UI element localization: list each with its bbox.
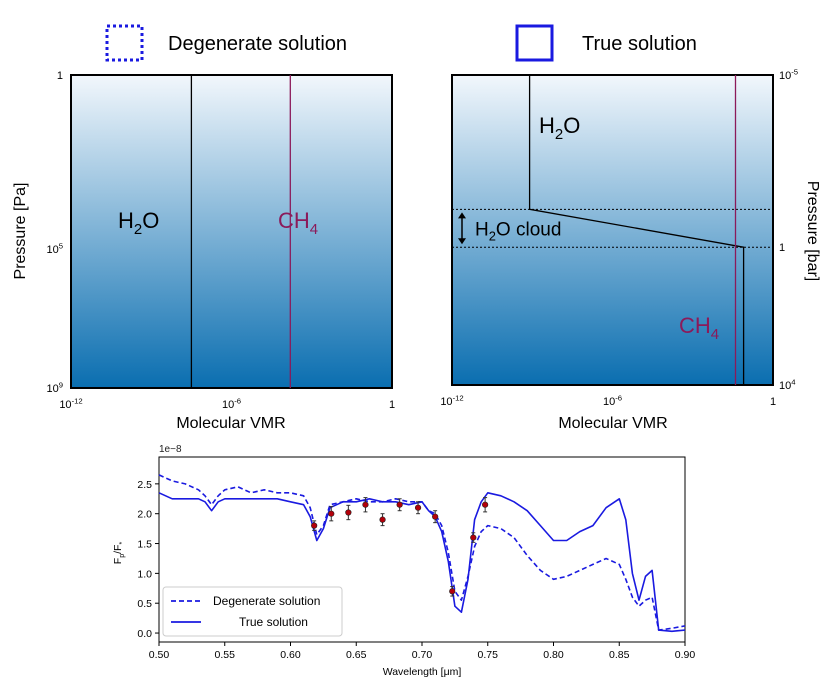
spectrum-y-tick-label: 2.0 bbox=[137, 509, 152, 521]
observation-point bbox=[449, 588, 456, 595]
true-legend-label: True solution bbox=[582, 33, 697, 55]
observation-point bbox=[396, 501, 403, 508]
observation-point bbox=[414, 504, 422, 511]
observation-point bbox=[379, 516, 386, 523]
spectrum-legend: Degenerate solution True solution bbox=[162, 586, 343, 637]
degenerate-legend-label: Degenerate solution bbox=[168, 33, 347, 55]
spectrum-x-axis-label: Wavelength [μm] bbox=[383, 666, 462, 678]
panelR-y-tick-label: 104 bbox=[779, 378, 796, 392]
cloud-arrow-down-head bbox=[458, 238, 466, 245]
legend-true-label: True solution bbox=[239, 615, 308, 629]
legend-degenerate-label: Degenerate solution bbox=[213, 594, 320, 608]
left-x-axis-label: Molecular VMR bbox=[176, 415, 285, 432]
spectrum-y-tick-label: 0.5 bbox=[137, 598, 152, 610]
spectrum-legend-box bbox=[162, 586, 343, 637]
spectrum-y-tick-label: 1.0 bbox=[137, 568, 152, 580]
observation-point bbox=[311, 522, 318, 529]
panelR-x-tick-label: 10-6 bbox=[603, 394, 622, 408]
left-y-axis-label: Pressure [Pa] bbox=[12, 183, 29, 280]
spectrum-x-tick-label: 0.85 bbox=[609, 649, 630, 661]
panelL-x-tick-label: 10-12 bbox=[59, 397, 82, 411]
spectrum-x-tick-label: 0.70 bbox=[412, 649, 433, 661]
spectrum-x-tick-label: 0.60 bbox=[280, 649, 301, 661]
panelR-x-tick-label: 10-12 bbox=[440, 394, 463, 408]
observation-point bbox=[328, 510, 335, 517]
panelL-y-tick-label: 105 bbox=[46, 241, 63, 255]
observation-point bbox=[432, 513, 439, 520]
spectrum-x-tick-label: 0.75 bbox=[478, 649, 499, 661]
spectrum-x-tick-label: 0.55 bbox=[215, 649, 236, 661]
spectrum-offset-text: 1e−8 bbox=[159, 444, 182, 455]
panelL-y-tick-label: 1 bbox=[57, 70, 63, 82]
panelR-x-tick-label: 1 bbox=[770, 396, 776, 408]
spectrum-x-tick-label: 0.50 bbox=[149, 649, 170, 661]
panelL-y-tick-label: 109 bbox=[46, 381, 63, 395]
spectrum-panel: 0.50 0.55 0.60 0.65 0.70 0.75 0.80 0.85 0.90 0.0 0… bbox=[112, 444, 695, 678]
observation-point bbox=[345, 509, 352, 516]
spectrum-y-axis-label: Fp/F* bbox=[112, 542, 126, 565]
panelR-y-tick-label: 10-5 bbox=[779, 68, 798, 82]
panelR-y-tick-label: 1 bbox=[779, 242, 785, 254]
degenerate-legend-swatch bbox=[105, 24, 144, 62]
observation-point bbox=[482, 501, 489, 508]
spectrum-x-tick-label: 0.65 bbox=[346, 649, 367, 661]
left-panel-background bbox=[70, 74, 393, 389]
spectrum-y-tick-label: 0.0 bbox=[137, 628, 152, 640]
right-panel-background bbox=[451, 74, 774, 386]
right-y-axis-label: Pressure [bar] bbox=[804, 181, 821, 281]
spectrum-x-tick-label: 0.80 bbox=[543, 649, 564, 661]
top-legend: Degenerate solution True solution bbox=[105, 24, 697, 62]
cloud-label: H2O cloud bbox=[475, 219, 561, 243]
observation-point bbox=[470, 534, 477, 541]
observation-point bbox=[362, 501, 369, 508]
spectrum-y-tick-label: 1.5 bbox=[137, 539, 152, 551]
spectrum-x-tick-label: 0.90 bbox=[675, 649, 696, 661]
degenerate-solution-line bbox=[158, 474, 686, 631]
panelL-x-tick-label: 10-6 bbox=[222, 397, 241, 411]
panelL-x-tick-label: 1 bbox=[389, 399, 395, 411]
right-x-axis-label: Molecular VMR bbox=[558, 415, 667, 432]
panelR-h2o-profile bbox=[528, 75, 745, 385]
true-legend-swatch bbox=[515, 24, 554, 62]
cloud-arrow-up-head bbox=[458, 212, 466, 219]
spectrum-y-tick-label: 2.5 bbox=[137, 479, 152, 491]
